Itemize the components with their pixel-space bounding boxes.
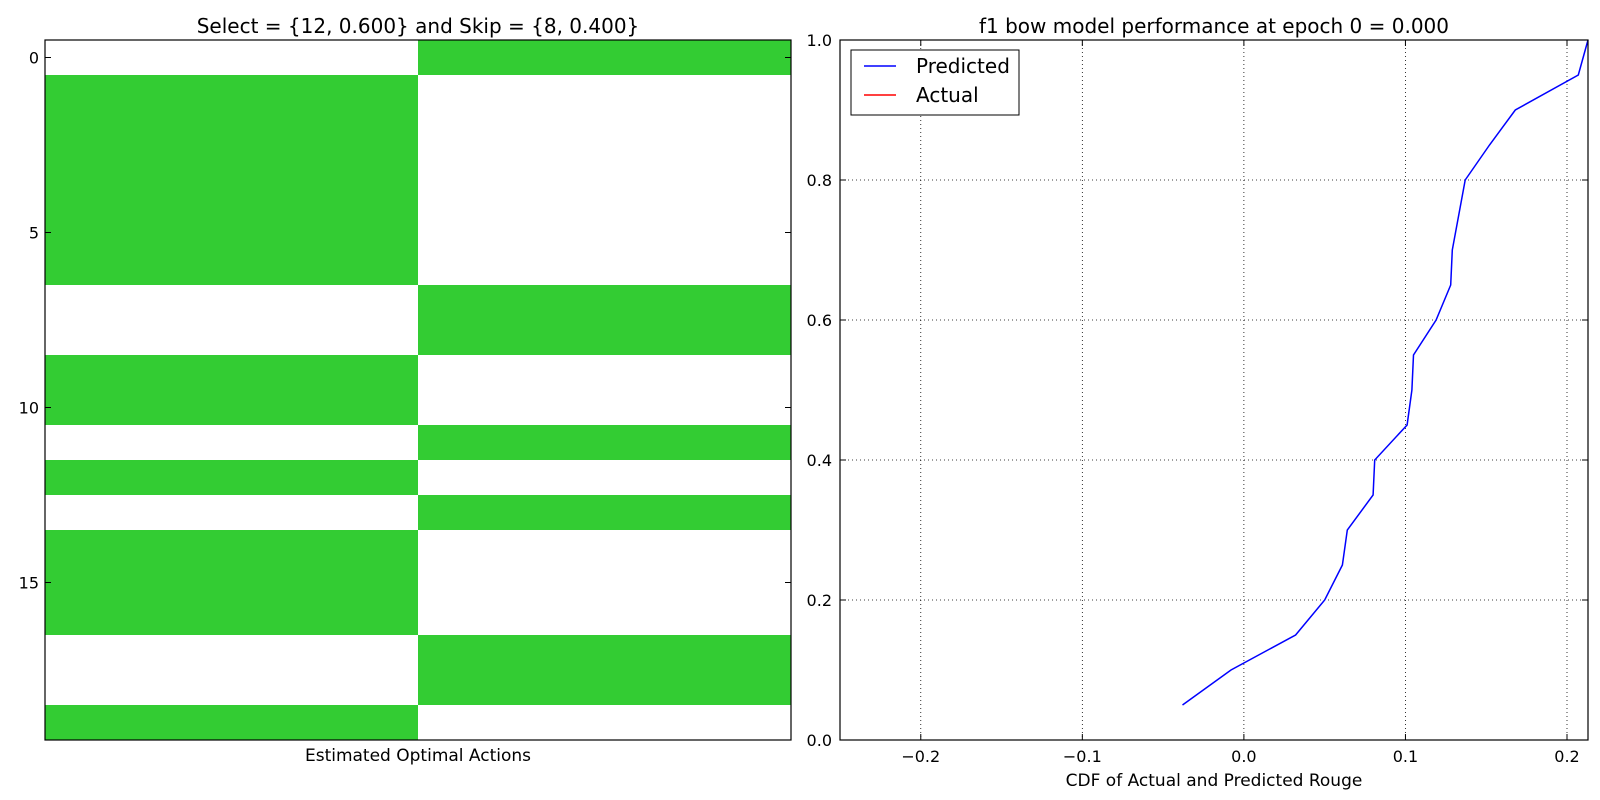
legend-label-actual: Actual xyxy=(916,83,979,107)
heatmap-chart: Select = {12, 0.600} and Skip = {8, 0.40… xyxy=(19,14,792,766)
legend-box xyxy=(850,49,1020,116)
y-tick-label: 0.0 xyxy=(807,731,832,750)
legend: Predicted Actual xyxy=(850,49,1020,116)
series-lines xyxy=(1182,39,1589,706)
heatmap-cell xyxy=(418,425,792,461)
heatmap-cell xyxy=(45,180,419,216)
heatmap-cell xyxy=(418,390,792,426)
heatmap-cells xyxy=(45,40,792,741)
heatmap-cell xyxy=(45,600,419,636)
y-tick-label: 0.8 xyxy=(807,171,832,190)
heatmap-cell xyxy=(418,460,792,496)
heatmap-cell xyxy=(45,215,419,251)
heatmap-cell xyxy=(418,75,792,111)
heatmap-y-tick-label: 10 xyxy=(19,399,39,418)
cdf-line-chart: f1 bow model performance at epoch 0 = 0.… xyxy=(807,14,1589,791)
heatmap-cell xyxy=(45,110,419,146)
y-tick-label: 0.2 xyxy=(807,591,832,610)
heatmap-cell xyxy=(418,215,792,251)
heatmap-cell xyxy=(418,180,792,216)
heatmap-cell xyxy=(45,250,419,286)
heatmap-cell xyxy=(45,425,419,461)
heatmap-cell xyxy=(45,145,419,181)
series-line-predicted xyxy=(1182,39,1589,706)
heatmap-title: Select = {12, 0.600} and Skip = {8, 0.40… xyxy=(197,14,640,38)
heatmap-x-label: Estimated Optimal Actions xyxy=(305,746,531,766)
heatmap-cell xyxy=(418,670,792,706)
heatmap-cell xyxy=(45,565,419,601)
heatmap-cell xyxy=(45,670,419,706)
heatmap-cell xyxy=(45,495,419,531)
heatmap-cell xyxy=(45,355,419,391)
x-tick-label: 0.2 xyxy=(1554,747,1579,766)
heatmap-cell xyxy=(418,635,792,671)
heatmap-y-tick-label: 5 xyxy=(29,224,39,243)
line-chart-title: f1 bow model performance at epoch 0 = 0.… xyxy=(979,14,1449,38)
heatmap-cell xyxy=(45,635,419,671)
heatmap-cell xyxy=(45,530,419,566)
heatmap-cell xyxy=(418,565,792,601)
line-chart-frame xyxy=(839,39,1589,741)
heatmap-cell xyxy=(45,460,419,496)
grid-lines xyxy=(840,39,1588,741)
heatmap-cell xyxy=(418,145,792,181)
heatmap-cell xyxy=(418,355,792,391)
heatmap-cell xyxy=(418,320,792,356)
heatmap-cell xyxy=(45,75,419,111)
heatmap-cell xyxy=(45,285,419,321)
x-tick-label: −0.2 xyxy=(901,747,940,766)
heatmap-cell xyxy=(418,250,792,286)
heatmap-y-ticks: 0 5 10 15 xyxy=(19,49,791,593)
heatmap-cell xyxy=(418,705,792,741)
heatmap-cell xyxy=(418,600,792,636)
heatmap-cell xyxy=(418,530,792,566)
x-tick-label: −0.1 xyxy=(1063,747,1102,766)
heatmap-y-tick-label: 15 xyxy=(19,574,39,593)
heatmap-cell xyxy=(418,40,792,76)
heatmap-cell xyxy=(45,320,419,356)
heatmap-cell xyxy=(418,285,792,321)
heatmap-y-tick-label: 0 xyxy=(29,49,39,68)
heatmap-cell xyxy=(418,110,792,146)
y-tick-label: 0.6 xyxy=(807,311,832,330)
heatmap-cell xyxy=(45,40,419,76)
y-tick-label: 1.0 xyxy=(807,31,832,50)
x-tick-label: 0.1 xyxy=(1393,747,1418,766)
x-tick-label: 0.0 xyxy=(1231,747,1256,766)
axis-ticks: −0.2 −0.1 0.0 0.1 0.2 0.0 0.2 0.4 0.6 0.8 1.0 xyxy=(807,31,1588,766)
y-tick-label: 0.4 xyxy=(807,451,832,470)
heatmap-cell xyxy=(45,705,419,741)
heatmap-frame xyxy=(44,39,792,741)
heatmap-cell xyxy=(45,390,419,426)
legend-label-predicted: Predicted xyxy=(916,54,1010,78)
heatmap-cell xyxy=(418,495,792,531)
line-chart-x-label: CDF of Actual and Predicted Rouge xyxy=(1066,771,1363,791)
